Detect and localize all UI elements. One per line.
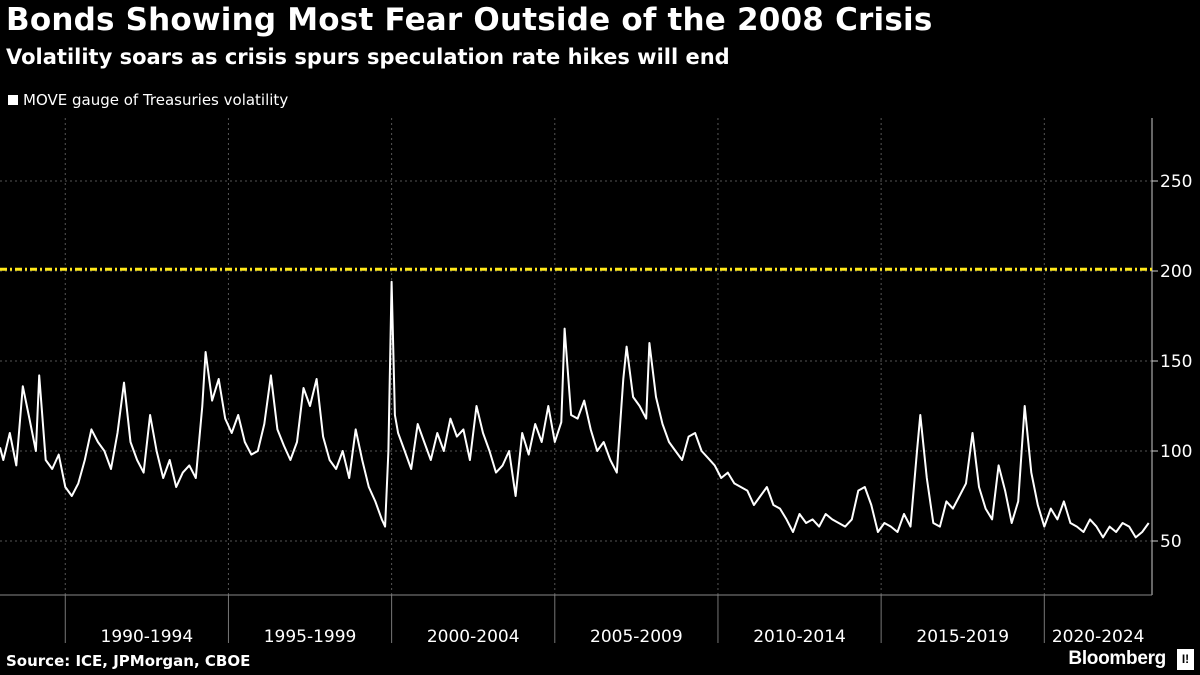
y-tick-label: 250	[1160, 172, 1192, 192]
legend-label: MOVE gauge of Treasuries volatility	[23, 91, 289, 109]
y-tick-label: 150	[1160, 352, 1192, 372]
grid	[0, 118, 1152, 595]
x-tick-label: 1995-1999	[264, 627, 357, 647]
legend: MOVE gauge of Treasuries volatility	[8, 91, 288, 109]
chart-title: Bonds Showing Most Fear Outside of the 2…	[6, 2, 933, 38]
x-tick-label: 2010-2014	[753, 627, 846, 647]
x-tick-label: 1990-1994	[101, 627, 194, 647]
brand-logo: Bloomberg	[1068, 648, 1166, 669]
brand-mark-icon: I!	[1177, 649, 1194, 670]
x-tick-label: 2020-2024	[1052, 627, 1145, 647]
chart-subtitle: Volatility soars as crisis spurs specula…	[6, 45, 730, 69]
source-note: Source: ICE, JPMorgan, CBOE	[6, 652, 251, 670]
series-line-move	[0, 280, 1150, 539]
y-tick-label: 50	[1160, 532, 1182, 552]
y-tick-label: 200	[1160, 262, 1192, 282]
y-axis: 50 100 150 200 250	[1151, 118, 1192, 595]
x-tick-label: 2000-2004	[427, 627, 520, 647]
x-tick-label: 2005-2009	[590, 627, 683, 647]
y-tick-label: 100	[1160, 442, 1192, 462]
x-axis: 1990-1994 1995-1999 2000-2004 2005-2009 2010…	[0, 594, 1152, 647]
legend-swatch	[8, 95, 18, 105]
x-tick-label: 2015-2019	[916, 627, 1009, 647]
